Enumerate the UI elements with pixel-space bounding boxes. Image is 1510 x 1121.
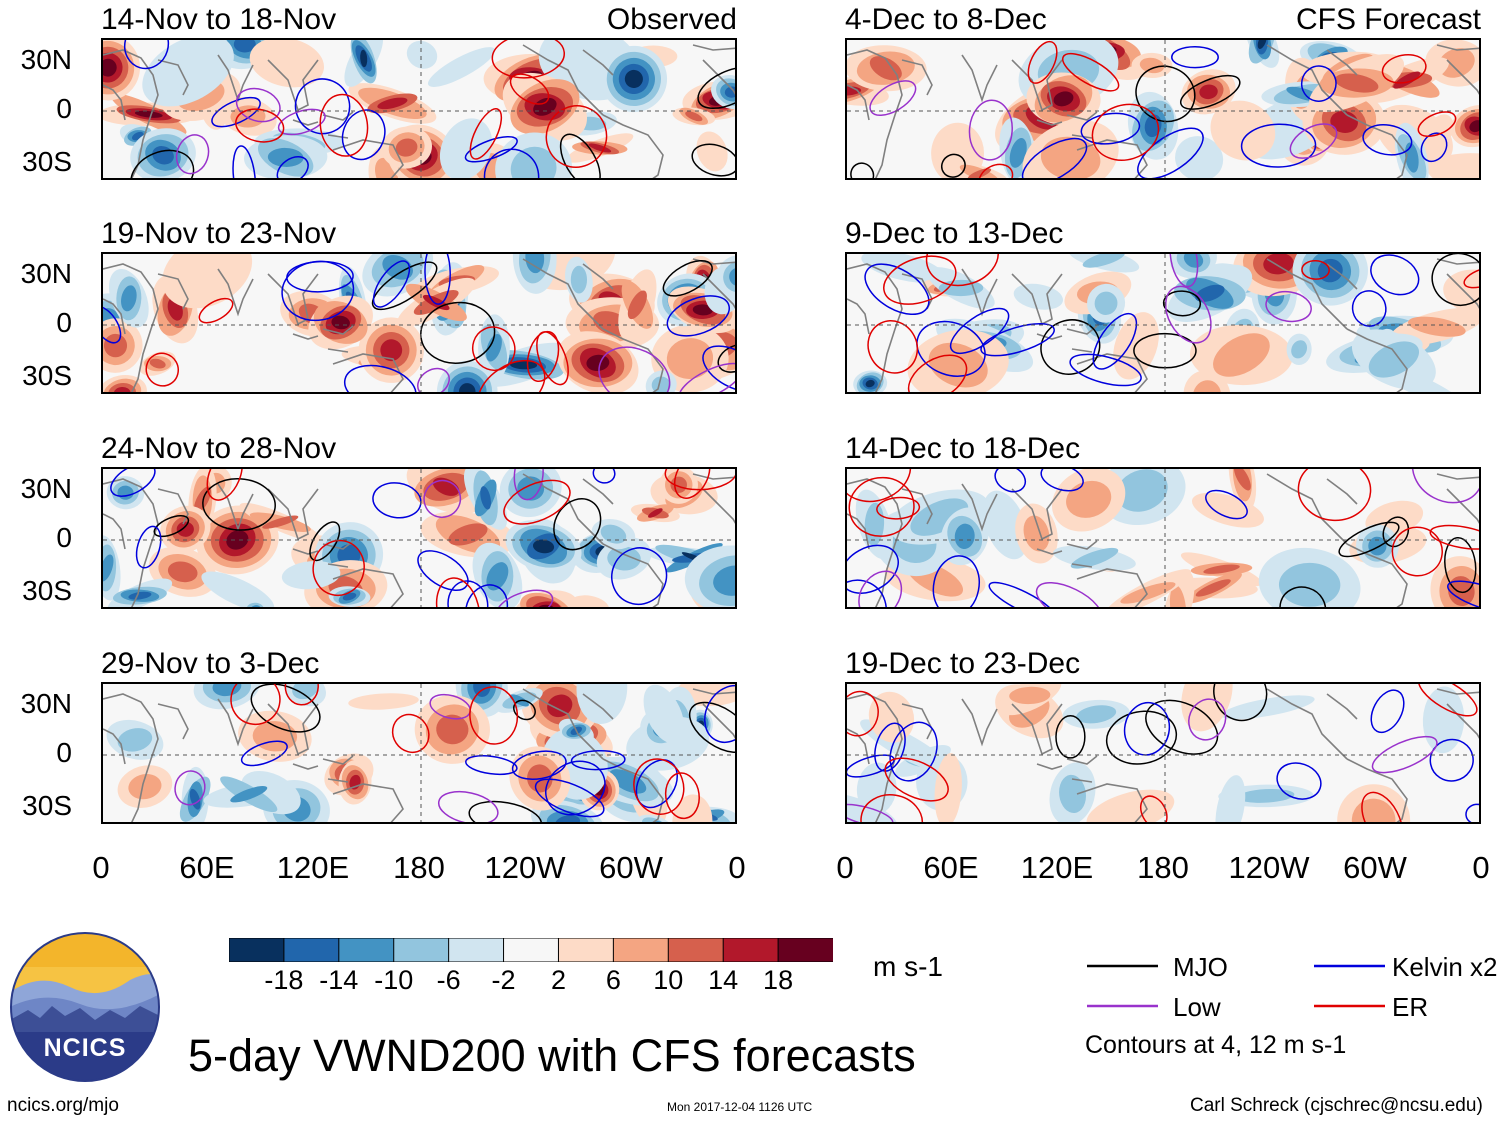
colorbar-units: m s-1 [873, 951, 943, 982]
colorbar-label: -2 [491, 965, 516, 995]
lat-label-2-1: 30N [20, 258, 72, 289]
lat-label-4-1: 30N [20, 688, 72, 719]
legend-label-mjo: MJO [1173, 952, 1228, 982]
legend-label-er: ER [1392, 992, 1429, 1022]
lat-label-3-1: 30N [20, 473, 72, 504]
panel-title-forecast-2: 9-Dec to 13-Dec [845, 217, 1064, 250]
colorbar-label: -6 [436, 965, 461, 995]
map-field-forecast-4 [847, 684, 1479, 822]
lon-label-observed-3: 120E [276, 850, 350, 885]
colorbar-label: 6 [605, 965, 621, 995]
legend-line-low [1087, 1004, 1158, 1008]
colorbar-swatch [722, 937, 780, 963]
column-label-observed: Observed [606, 3, 737, 36]
contour-note: Contours at 4, 12 m s-1 [1085, 1031, 1347, 1059]
panel-title-forecast-4: 19-Dec to 23-Dec [845, 647, 1081, 680]
colorbar-label: 18 [763, 965, 794, 995]
colorbar-swatch [503, 937, 560, 963]
lon-label-observed-4: 180 [393, 850, 445, 885]
map-field-observed-2 [103, 254, 735, 392]
legend-item-kelvin: Kelvin x2 [1312, 952, 1498, 987]
panel-title-observed-4: 29-Nov to 3-Dec [101, 647, 320, 680]
lat-label-3-2: 0 [56, 522, 72, 553]
colorbar-swatch [283, 937, 340, 963]
logo-text: NCICS [43, 1034, 127, 1062]
legend-item-er: ER [1312, 992, 1428, 1027]
lat-label-1-2: 0 [56, 93, 72, 124]
colorbar-swatches [228, 937, 834, 963]
legend-label-low: Low [1173, 992, 1221, 1022]
colorbar-label: 10 [653, 965, 684, 995]
colorbar-swatch [448, 937, 505, 963]
colorbar-swatch [557, 937, 615, 963]
map-panel-forecast-3 [845, 467, 1481, 609]
timestamp: Mon 2017-12-04 1126 UTC [667, 1100, 813, 1114]
panel-title-observed-2: 19-Nov to 23-Nov [101, 217, 337, 250]
lon-label-forecast-7: 0 [1472, 850, 1490, 885]
colorbar-label: -10 [374, 965, 414, 995]
site-url: ncics.org/mjo [7, 1095, 119, 1116]
legend-item-low: Low [1085, 992, 1221, 1027]
map-panel-observed-4 [101, 682, 737, 824]
colorbar-label: 2 [550, 965, 566, 995]
lat-label-1-1: 30N [20, 44, 72, 75]
colorbar-swatch [338, 937, 395, 963]
lon-label-observed-2: 60E [179, 850, 235, 885]
lon-label-observed-6: 60W [599, 850, 663, 885]
lat-label-2-2: 0 [56, 307, 72, 338]
colorbar-swatch [667, 937, 725, 963]
legend-line-kelvin [1314, 964, 1385, 968]
panel-title-forecast-3: 14-Dec to 18-Dec [845, 432, 1081, 465]
lat-label-1-3: 30S [22, 146, 72, 177]
ncics-logo: NCICS [10, 932, 160, 1082]
lon-label-forecast-1: 0 [836, 850, 854, 885]
map-field-observed-1 [103, 40, 735, 178]
map-field-observed-4 [103, 684, 735, 822]
panel-title-observed-1: 14-Nov to 18-Nov [101, 3, 337, 36]
contour-legend: MJO Kelvin x2 Low ER [1085, 952, 1505, 1020]
map-field-observed-3 [103, 469, 735, 607]
lon-label-forecast-5: 120W [1228, 850, 1310, 885]
panel-title-observed-3: 24-Nov to 28-Nov [101, 432, 337, 465]
map-field-forecast-3 [847, 469, 1479, 607]
credit: Carl Schreck (cjschrec@ncsu.edu) [1190, 1095, 1483, 1116]
legend-line-mjo [1087, 964, 1158, 968]
lon-label-forecast-6: 60W [1343, 850, 1407, 885]
map-panel-observed-3 [101, 467, 737, 609]
ncics-logo-graphic [10, 932, 160, 1082]
lon-label-forecast-4: 180 [1137, 850, 1189, 885]
map-panel-forecast-2 [845, 252, 1481, 394]
panel-title-forecast-1: 4-Dec to 8-Dec [845, 3, 1047, 36]
lon-label-forecast-3: 120E [1020, 850, 1094, 885]
colorbar-label: 14 [708, 965, 739, 995]
map-field-forecast-2 [847, 254, 1479, 392]
figure-title: 5-day VWND200 with CFS forecasts [188, 1030, 916, 1081]
lon-label-observed-1: 0 [92, 850, 110, 885]
lon-label-forecast-2: 60E [923, 850, 979, 885]
map-panel-forecast-1 [845, 38, 1481, 180]
colorbar-swatch [228, 937, 285, 963]
lon-label-observed-7: 0 [728, 850, 746, 885]
colorbar-label: -18 [264, 965, 304, 995]
map-panel-observed-1 [101, 38, 737, 180]
map-panel-observed-2 [101, 252, 737, 394]
lat-label-4-2: 0 [56, 737, 72, 768]
map-panel-forecast-4 [845, 682, 1481, 824]
map-field-forecast-1 [847, 40, 1479, 178]
legend-label-kelvin: Kelvin x2 [1392, 952, 1498, 982]
lat-label-2-3: 30S [22, 360, 72, 391]
colorbar-swatch [393, 937, 450, 963]
lon-label-observed-5: 120W [484, 850, 566, 885]
legend-item-mjo: MJO [1085, 952, 1228, 987]
lat-label-4-3: 30S [22, 790, 72, 821]
colorbar-swatch [777, 937, 834, 963]
colorbar [228, 937, 834, 963]
colorbar-label: -14 [319, 965, 359, 995]
lat-label-3-3: 30S [22, 575, 72, 606]
legend-line-er [1314, 1004, 1385, 1008]
column-label-forecast: CFS Forecast [1295, 3, 1481, 36]
colorbar-swatch [612, 937, 670, 963]
